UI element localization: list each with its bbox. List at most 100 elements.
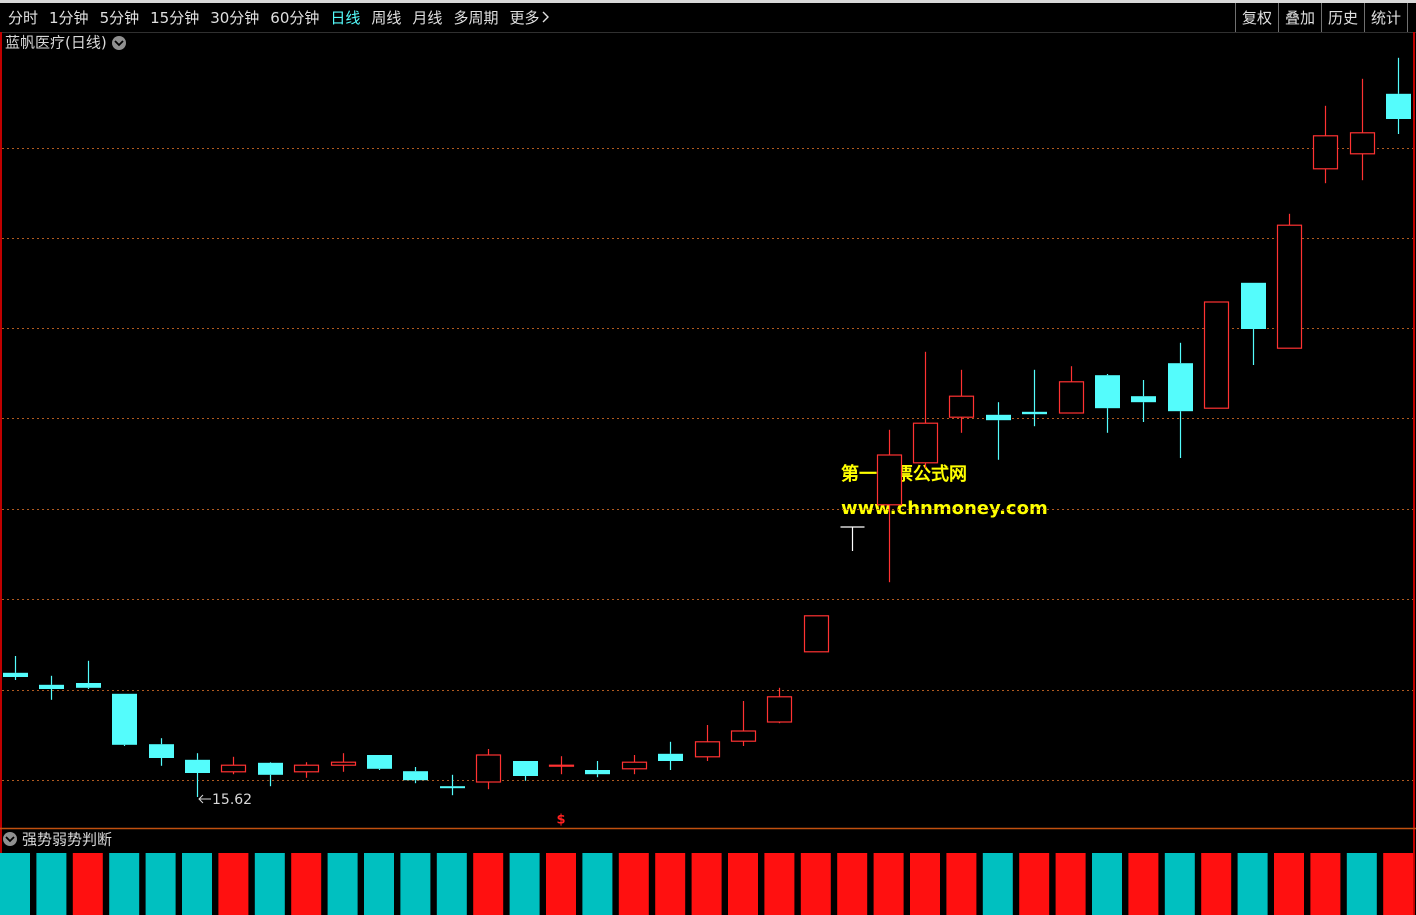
period-tab[interactable]: 15分钟: [150, 9, 200, 27]
title-menu-icon[interactable]: [112, 36, 126, 50]
indicator-bar: [946, 853, 977, 915]
candle-body: [1312, 135, 1339, 170]
low-arrowhead: [198, 794, 204, 804]
candle-body: [330, 761, 357, 766]
candle-body: [1386, 93, 1411, 119]
candle-body: [185, 759, 210, 773]
candle-body: [948, 395, 975, 418]
indicator-bar: [291, 853, 322, 915]
indicator-title: 强势弱势判断: [22, 831, 112, 849]
period-tab[interactable]: 1分钟: [49, 9, 89, 27]
candle-body: [766, 696, 793, 723]
tool-button[interactable]: 统计: [1363, 3, 1407, 32]
indicator-bar: [327, 853, 358, 915]
candle-body: [986, 414, 1011, 421]
candle-body: [621, 761, 648, 770]
indicator-bar: [1019, 853, 1050, 915]
candle-body: [548, 764, 575, 767]
candle-body: [585, 770, 610, 775]
indicator-bar: [364, 853, 394, 915]
more-chevron: [542, 9, 550, 27]
indicator-bar: [1128, 853, 1159, 915]
chevron-icon: [542, 11, 550, 22]
indicator-bar: [145, 853, 176, 915]
indicator-bar: [1237, 853, 1268, 915]
period-tab[interactable]: 月线: [412, 9, 443, 27]
toolbar: 分时 1分钟 5分钟 15分钟 30分钟 60分钟 日线 周线 月线 多周期 更多 复权 叠加 历史 统计: [0, 0, 1416, 32]
tool-button[interactable]: 叠加: [1277, 3, 1321, 32]
indicator-bar: [618, 853, 649, 915]
indicator-bar: [1383, 853, 1414, 915]
tool-button[interactable]: 复权: [1234, 3, 1278, 32]
indicator-menu-icon[interactable]: [3, 832, 17, 846]
indicator-bar: [509, 853, 540, 915]
indicator-bar: [837, 853, 868, 915]
indicator-bar: [546, 853, 576, 915]
signal-marker: $: [556, 813, 565, 828]
candle-body: [39, 684, 64, 689]
chart-title: 蓝帆医疗(日线): [5, 34, 107, 52]
indicator-bar: [728, 853, 758, 915]
indicator-bar: [400, 853, 431, 915]
indicator-bar: [109, 853, 140, 915]
indicator-menu-chevron: [5, 836, 15, 843]
candle-body: [440, 786, 465, 789]
candle-body: [475, 754, 502, 783]
candle-body: [1058, 381, 1085, 414]
indicator-bar: [910, 853, 940, 915]
candle-body: [513, 761, 538, 776]
indicator-bar: [436, 853, 467, 915]
indicator-bar: [655, 853, 686, 915]
indicator-bar: [1092, 853, 1122, 915]
candle-body: [1131, 396, 1156, 403]
indicator-bar: [1310, 853, 1341, 915]
candle-body: [112, 693, 137, 745]
indicator-bar: [873, 853, 904, 915]
period-tab[interactable]: 更多: [509, 9, 540, 27]
period-tab[interactable]: 日线: [330, 9, 361, 27]
indicator-bar: [800, 853, 831, 915]
candle-body: [220, 764, 247, 773]
indicator-bar: [473, 853, 504, 915]
tool-edge: [1407, 3, 1416, 32]
low-label: 15.62: [212, 792, 252, 808]
candle-body: [1022, 411, 1047, 415]
period-tab[interactable]: 30分钟: [210, 9, 260, 27]
indicator-bar: [218, 853, 249, 915]
candle-body: [293, 764, 320, 773]
period-tab[interactable]: 60分钟: [270, 9, 320, 27]
candle-body: [803, 615, 830, 653]
indicator-bar: [254, 853, 285, 915]
period-tab[interactable]: 分时: [8, 9, 39, 27]
period-tab[interactable]: 多周期: [453, 9, 499, 27]
candle-body: [730, 730, 757, 742]
indicator-bar: [72, 853, 103, 915]
candle-body: [1095, 375, 1120, 409]
watermark: 第一股票公式网: [841, 463, 967, 485]
candle-body: [1203, 301, 1230, 409]
indicator-bar: [582, 853, 613, 915]
indicator-bar: [182, 853, 212, 915]
tool-button[interactable]: 历史: [1320, 3, 1364, 32]
candle-body: [876, 454, 903, 506]
indicator-bar: [36, 853, 67, 915]
watermark: www.chnmoney.com: [841, 498, 1048, 519]
indicator-bar: [982, 853, 1013, 915]
period-tab[interactable]: 5分钟: [99, 9, 140, 27]
indicator-bar: [691, 853, 722, 915]
indicator-bar: [1055, 853, 1086, 915]
period-tab[interactable]: 周线: [371, 9, 402, 27]
indicator-bar: [1274, 853, 1304, 915]
candle-body: [694, 741, 721, 758]
candle-body: [403, 771, 428, 781]
title-menu-chevron: [114, 40, 124, 47]
candle-body: [1349, 132, 1376, 155]
candle-body: [658, 753, 683, 761]
candle-body: [912, 422, 939, 464]
toolbar-tools: 复权 叠加 历史 统计: [1234, 3, 1416, 32]
indicator-bar: [1201, 853, 1232, 915]
candle-body: [367, 755, 392, 769]
candle-body: [76, 683, 101, 688]
